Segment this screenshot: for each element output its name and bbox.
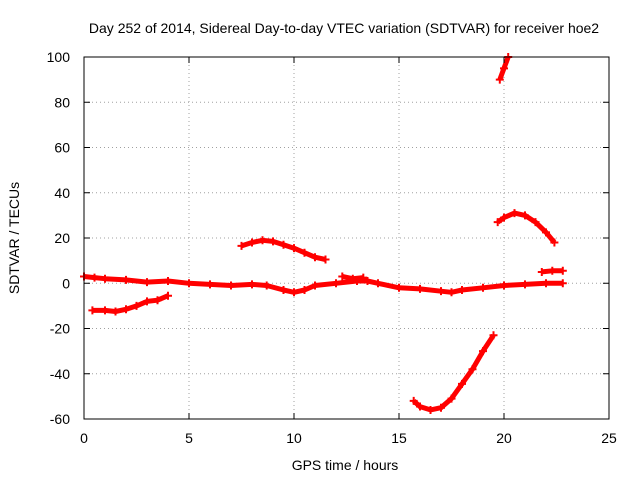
data-point: [290, 244, 298, 253]
data-point: [332, 279, 340, 288]
data-point: [458, 286, 466, 295]
y-tick-label: 100: [47, 49, 71, 65]
data-point: [101, 306, 109, 315]
data-point: [338, 272, 347, 281]
y-tick-label: -40: [50, 366, 70, 382]
data-point: [206, 280, 214, 289]
data-point: [248, 238, 256, 247]
data-point: [426, 405, 435, 414]
y-tick-label: 20: [54, 230, 70, 246]
data-point: [153, 296, 162, 305]
data-point: [300, 286, 309, 295]
data-point: [493, 218, 502, 227]
data-point: [227, 281, 235, 290]
data-point: [510, 209, 519, 218]
y-tick-label: -20: [50, 321, 70, 337]
data-point: [290, 288, 298, 297]
x-tick-label: 10: [286, 430, 302, 446]
data-point: [409, 396, 418, 405]
data-point: [437, 403, 445, 412]
data-point: [500, 213, 508, 222]
data-point: [468, 365, 477, 374]
y-tick-label: 40: [54, 185, 70, 201]
data-point: [321, 255, 330, 264]
x-axis-label: GPS time / hours: [292, 457, 399, 473]
data-point: [164, 276, 172, 285]
y-axis-label: SDTVAR / TECUs: [6, 182, 22, 294]
data-point: [458, 379, 466, 388]
x-tick-label: 5: [185, 430, 193, 446]
data-point: [542, 228, 550, 237]
x-tick-label: 15: [391, 430, 407, 446]
data-point: [279, 240, 288, 249]
data-point: [479, 283, 487, 292]
y-tick-label: 80: [54, 94, 70, 110]
data-point: [348, 274, 357, 283]
data-point: [248, 280, 256, 289]
data-point: [416, 284, 424, 293]
data-point: [359, 273, 368, 282]
tick-layer: 0 5 10 15 20 25 -60 -40 -20 0 20 40 60 80 100: [47, 49, 617, 446]
data-point: [374, 279, 382, 288]
data-point: [122, 275, 130, 284]
data-point: [269, 237, 277, 246]
data-point: [548, 266, 557, 275]
data-point: [437, 287, 445, 296]
y-tick-label: 0: [62, 275, 70, 291]
y-tick-label: -60: [50, 411, 70, 427]
data-point: [479, 347, 487, 356]
data-point: [558, 266, 567, 275]
data-point: [164, 291, 172, 300]
series-layer: [80, 53, 567, 414]
chart-title: Day 252 of 2014, Sidereal Day-to-day VTE…: [89, 20, 599, 36]
x-tick-label: 20: [496, 430, 512, 446]
data-point: [101, 274, 109, 283]
data-point: [258, 236, 267, 245]
data-point: [122, 305, 130, 314]
data-point: [262, 281, 271, 290]
data-point: [132, 301, 141, 310]
data-point: [500, 281, 508, 290]
data-point: [537, 267, 546, 276]
data-point: [495, 75, 504, 84]
grid-layer: [84, 57, 609, 419]
data-point: [111, 307, 120, 316]
data-point: [363, 276, 372, 285]
data-point: [185, 279, 193, 288]
data-point: [237, 241, 246, 250]
data-point: [395, 283, 403, 292]
data-point: [300, 248, 309, 257]
y-tick-label: 60: [54, 140, 70, 156]
data-point: [311, 281, 319, 290]
x-tick-label: 25: [601, 430, 617, 446]
data-point: [88, 306, 97, 315]
data-point: [143, 297, 151, 306]
data-point: [521, 211, 529, 220]
data-point: [489, 331, 498, 340]
data-point: [542, 279, 550, 288]
data-point: [447, 288, 456, 297]
data-point: [279, 286, 288, 295]
data-point: [531, 218, 540, 227]
x-tick-label: 0: [80, 430, 88, 446]
data-point: [143, 278, 151, 287]
data-point: [416, 402, 424, 411]
data-point: [90, 273, 99, 282]
data-point: [311, 253, 319, 262]
data-point: [550, 238, 559, 247]
data-point: [447, 394, 456, 403]
data-point: [500, 64, 508, 73]
data-point: [558, 279, 567, 288]
data-point: [521, 280, 529, 289]
